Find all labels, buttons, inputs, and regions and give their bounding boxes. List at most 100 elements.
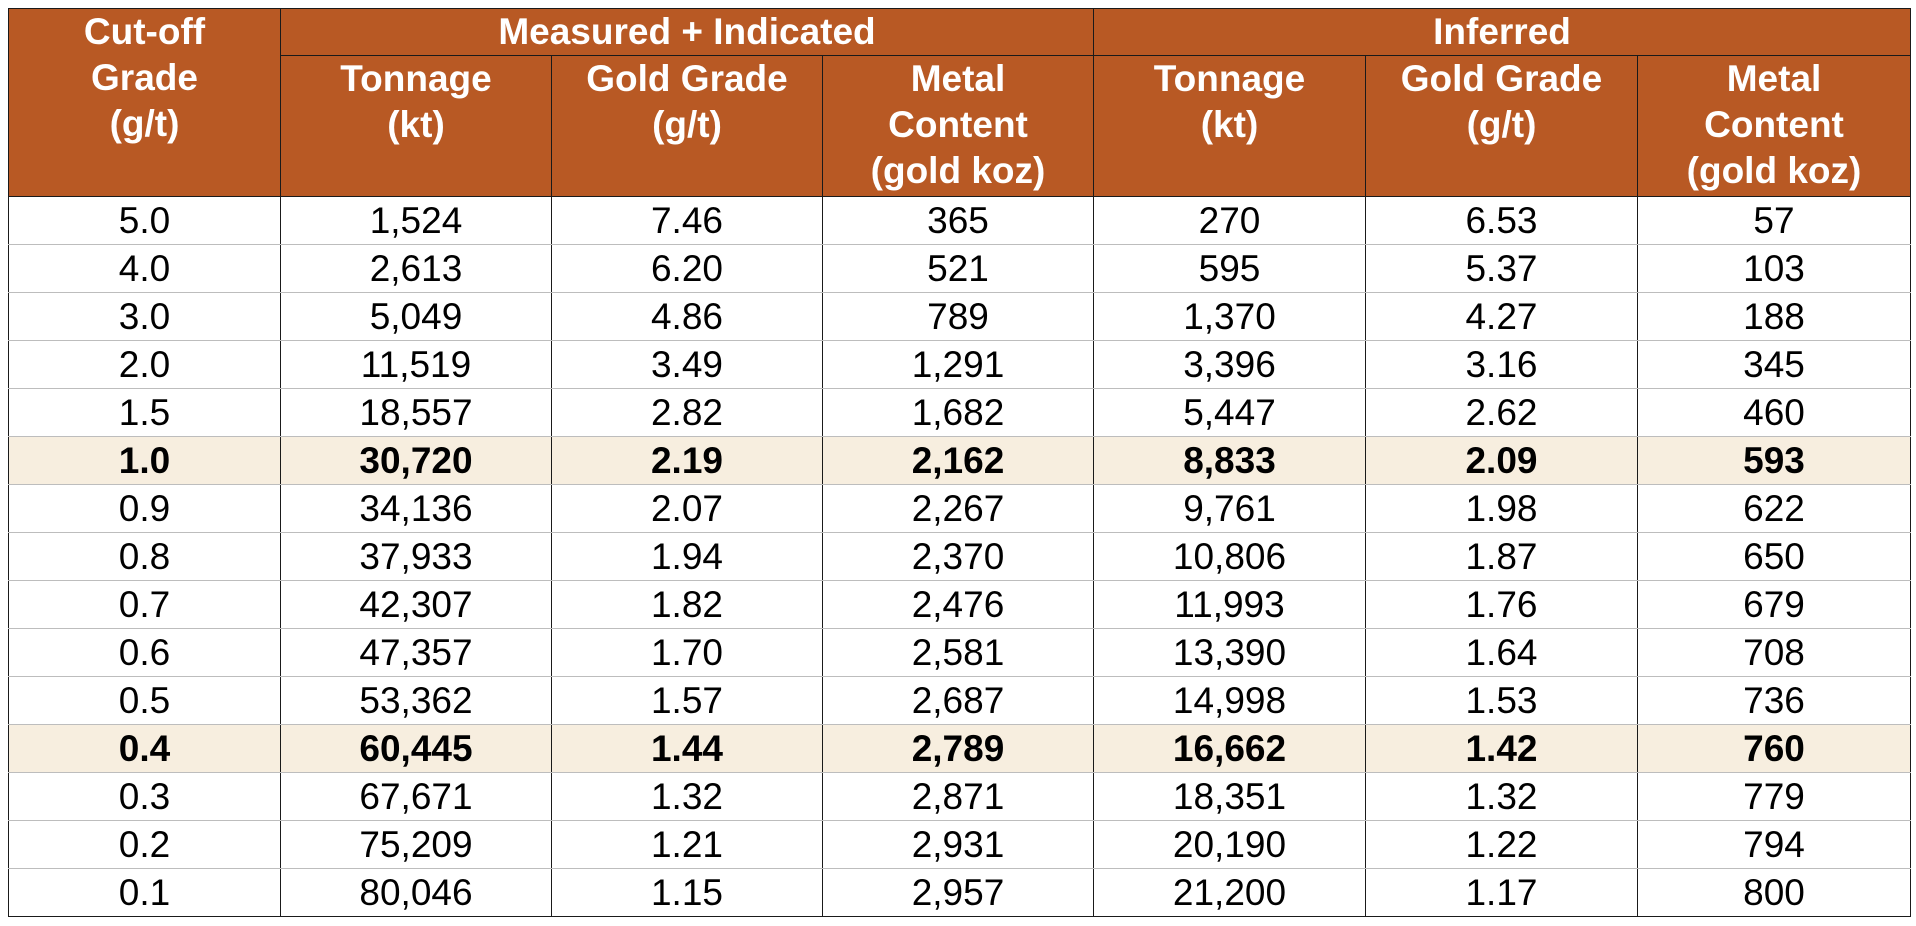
cell-mi-tonnage: 60,445 bbox=[280, 724, 552, 773]
cell-inf-gold-grade: 4.27 bbox=[1365, 292, 1638, 341]
cell-inf-metal-content: 622 bbox=[1636, 484, 1912, 533]
cell-mi-tonnage: 30,720 bbox=[280, 436, 552, 485]
cell-mi-metal-content: 2,957 bbox=[822, 868, 1094, 917]
cell-cutoff-grade: 0.1 bbox=[8, 868, 281, 917]
resource-sensitivity-table: Cut-off Grade (g/t) Measured + Indicated… bbox=[8, 8, 1912, 917]
cell-mi-gold-grade: 1.70 bbox=[551, 628, 823, 677]
cell-mi-metal-content: 2,267 bbox=[822, 484, 1094, 533]
cell-cutoff-grade: 0.6 bbox=[8, 628, 281, 677]
cell-inf-tonnage: 5,447 bbox=[1093, 388, 1366, 437]
cell-inf-gold-grade: 6.53 bbox=[1365, 196, 1638, 245]
cell-inf-metal-content: 593 bbox=[1636, 436, 1912, 485]
cell-inf-metal-content: 779 bbox=[1636, 772, 1912, 821]
cell-mi-tonnage: 2,613 bbox=[280, 244, 552, 293]
cell-inf-tonnage: 3,396 bbox=[1093, 340, 1366, 389]
cell-cutoff-grade: 0.9 bbox=[8, 484, 281, 533]
table-row: 0.1 80,046 1.15 2,957 21,200 1.17 800 bbox=[8, 868, 1912, 917]
cell-inf-metal-content: 103 bbox=[1636, 244, 1912, 293]
cell-inf-tonnage: 16,662 bbox=[1093, 724, 1366, 773]
cell-mi-tonnage: 75,209 bbox=[280, 820, 552, 869]
cell-inf-gold-grade: 3.16 bbox=[1365, 340, 1638, 389]
header-mi-metal-content: Metal Content (gold koz) bbox=[822, 55, 1094, 197]
cell-mi-metal-content: 2,581 bbox=[822, 628, 1094, 677]
table-row: 0.3 67,671 1.32 2,871 18,351 1.32 779 bbox=[8, 772, 1912, 821]
cell-inf-metal-content: 460 bbox=[1636, 388, 1912, 437]
header-cutoff-line-1: Cut-off bbox=[83, 11, 206, 52]
cell-inf-tonnage: 14,998 bbox=[1093, 676, 1366, 725]
cell-mi-gold-grade: 1.21 bbox=[551, 820, 823, 869]
cell-cutoff-grade: 5.0 bbox=[8, 196, 281, 245]
table-header: Cut-off Grade (g/t) Measured + Indicated… bbox=[8, 8, 1912, 197]
cell-cutoff-grade: 0.3 bbox=[8, 772, 281, 821]
header-mi-metal-line-2: Content bbox=[888, 104, 1028, 145]
cell-mi-tonnage: 37,933 bbox=[280, 532, 552, 581]
header-inf-grade-line-2: (g/t) bbox=[1466, 104, 1537, 145]
cell-inf-gold-grade: 1.42 bbox=[1365, 724, 1638, 773]
cell-inf-tonnage: 9,761 bbox=[1093, 484, 1366, 533]
cell-inf-tonnage: 11,993 bbox=[1093, 580, 1366, 629]
cell-mi-gold-grade: 1.82 bbox=[551, 580, 823, 629]
cell-inf-metal-content: 345 bbox=[1636, 340, 1912, 389]
cell-mi-metal-content: 789 bbox=[822, 292, 1094, 341]
cell-mi-metal-content: 2,789 bbox=[822, 724, 1094, 773]
table-row: 1.0 30,720 2.19 2,162 8,833 2.09 593 bbox=[8, 436, 1912, 485]
cell-mi-gold-grade: 1.57 bbox=[551, 676, 823, 725]
cell-mi-tonnage: 34,136 bbox=[280, 484, 552, 533]
cell-inf-tonnage: 595 bbox=[1093, 244, 1366, 293]
table-row: 0.8 37,933 1.94 2,370 10,806 1.87 650 bbox=[8, 532, 1912, 581]
header-mi-metal-line-3: (gold koz) bbox=[870, 150, 1046, 191]
cell-mi-metal-content: 365 bbox=[822, 196, 1094, 245]
cell-inf-tonnage: 13,390 bbox=[1093, 628, 1366, 677]
header-mi-gold-grade: Gold Grade (g/t) bbox=[551, 55, 823, 197]
cell-inf-gold-grade: 1.64 bbox=[1365, 628, 1638, 677]
cell-mi-tonnage: 53,362 bbox=[280, 676, 552, 725]
cell-inf-tonnage: 270 bbox=[1093, 196, 1366, 245]
header-inf-grade-line-1: Gold Grade bbox=[1400, 58, 1603, 99]
cell-mi-gold-grade: 2.19 bbox=[551, 436, 823, 485]
cell-mi-metal-content: 521 bbox=[822, 244, 1094, 293]
cell-inf-metal-content: 794 bbox=[1636, 820, 1912, 869]
cell-cutoff-grade: 0.4 bbox=[8, 724, 281, 773]
cell-cutoff-grade: 1.0 bbox=[8, 436, 281, 485]
cell-inf-gold-grade: 1.53 bbox=[1365, 676, 1638, 725]
cell-inf-gold-grade: 2.09 bbox=[1365, 436, 1638, 485]
cell-cutoff-grade: 0.8 bbox=[8, 532, 281, 581]
cell-mi-metal-content: 2,931 bbox=[822, 820, 1094, 869]
header-group-row: Cut-off Grade (g/t) Measured + Indicated… bbox=[8, 8, 1912, 197]
header-inf-gold-grade: Gold Grade (g/t) bbox=[1365, 55, 1638, 197]
cell-inf-tonnage: 21,200 bbox=[1093, 868, 1366, 917]
cell-mi-gold-grade: 1.32 bbox=[551, 772, 823, 821]
cell-inf-tonnage: 18,351 bbox=[1093, 772, 1366, 821]
header-inf-metal-line-2: Content bbox=[1704, 104, 1844, 145]
cell-mi-gold-grade: 1.44 bbox=[551, 724, 823, 773]
cell-cutoff-grade: 1.5 bbox=[8, 388, 281, 437]
cell-mi-tonnage: 47,357 bbox=[280, 628, 552, 677]
cell-inf-tonnage: 8,833 bbox=[1093, 436, 1366, 485]
cell-mi-metal-content: 1,682 bbox=[822, 388, 1094, 437]
cell-mi-metal-content: 2,687 bbox=[822, 676, 1094, 725]
header-inf-metal-line-1: Metal bbox=[1726, 58, 1822, 99]
cell-inf-metal-content: 708 bbox=[1636, 628, 1912, 677]
cell-mi-gold-grade: 2.07 bbox=[551, 484, 823, 533]
table-row: 0.5 53,362 1.57 2,687 14,998 1.53 736 bbox=[8, 676, 1912, 725]
cell-mi-gold-grade: 1.94 bbox=[551, 532, 823, 581]
table-row: 1.5 18,557 2.82 1,682 5,447 2.62 460 bbox=[8, 388, 1912, 437]
cell-inf-metal-content: 650 bbox=[1636, 532, 1912, 581]
cell-cutoff-grade: 0.7 bbox=[8, 580, 281, 629]
cell-mi-metal-content: 2,162 bbox=[822, 436, 1094, 485]
cell-mi-tonnage: 11,519 bbox=[280, 340, 552, 389]
cell-inf-gold-grade: 1.17 bbox=[1365, 868, 1638, 917]
header-group-inferred: Inferred bbox=[1092, 8, 1912, 56]
cell-mi-tonnage: 5,049 bbox=[280, 292, 552, 341]
cell-inf-gold-grade: 1.22 bbox=[1365, 820, 1638, 869]
cell-cutoff-grade: 2.0 bbox=[8, 340, 281, 389]
table-row: 0.2 75,209 1.21 2,931 20,190 1.22 794 bbox=[8, 820, 1912, 869]
cell-inf-gold-grade: 1.76 bbox=[1365, 580, 1638, 629]
cell-mi-gold-grade: 3.49 bbox=[551, 340, 823, 389]
header-inf-metal-content: Metal Content (gold koz) bbox=[1636, 55, 1912, 197]
cell-inf-metal-content: 679 bbox=[1636, 580, 1912, 629]
cell-inf-metal-content: 188 bbox=[1636, 292, 1912, 341]
table-row: 3.0 5,049 4.86 789 1,370 4.27 188 bbox=[8, 292, 1912, 341]
table-row: 0.9 34,136 2.07 2,267 9,761 1.98 622 bbox=[8, 484, 1912, 533]
cell-mi-metal-content: 2,476 bbox=[822, 580, 1094, 629]
